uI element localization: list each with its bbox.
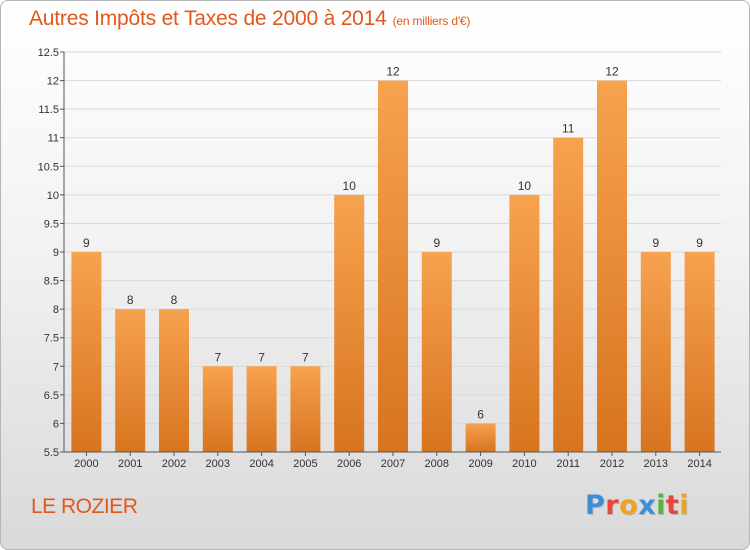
chart-unit-label: (en milliers d'€) (392, 14, 471, 28)
bar (202, 366, 233, 452)
bar (334, 194, 365, 452)
bar (597, 80, 627, 453)
y-tick-label: 9 (53, 247, 59, 259)
x-tick-label: 2012 (600, 458, 624, 470)
bar (290, 366, 321, 452)
bar-value-label: 12 (605, 65, 619, 79)
y-tick-label: 11.5 (38, 104, 59, 116)
bar (246, 366, 277, 452)
y-tick-label: 9.5 (44, 218, 59, 230)
bar (509, 194, 540, 452)
y-tick-label: 10.5 (38, 161, 59, 173)
x-tick-label: 2004 (249, 458, 273, 470)
bar (115, 309, 146, 452)
bar-value-label: 7 (258, 350, 265, 364)
bar-value-label: 10 (518, 179, 532, 193)
x-tick-label: 2013 (644, 458, 668, 470)
x-tick-label: 2007 (381, 458, 405, 470)
x-tick-label: 2006 (337, 458, 361, 470)
logo-letter: t (665, 490, 680, 521)
logo-letter: P (585, 490, 606, 521)
bar-value-label: 10 (343, 179, 357, 193)
bar-value-label: 12 (386, 65, 400, 79)
place-name: LE ROZIER (31, 495, 138, 518)
x-tick-label: 2011 (556, 458, 580, 470)
y-tick-label: 12 (47, 76, 59, 88)
y-tick-label: 7.5 (44, 333, 59, 345)
bar (159, 309, 189, 452)
bar-value-label: 8 (171, 293, 178, 307)
bar (640, 252, 671, 452)
x-tick-label: 2009 (468, 458, 492, 470)
x-tick-label: 2001 (118, 458, 142, 470)
y-axis: 5.5 6 6.5 7 7.5 8 8.5 9 9.5 10 10.5 11 11.5 12 12.5 (38, 47, 65, 459)
x-tick-label: 2008 (425, 458, 449, 470)
y-tick-label: 6.5 (44, 390, 59, 402)
y-tick-label: 8.5 (44, 276, 59, 288)
logo-letter: o (619, 490, 639, 521)
bars: 9 8 8 7 7 7 10 12 9 6 10 11 12 9 9 (71, 65, 715, 453)
bar-value-label: 11 (562, 122, 575, 136)
chart-title-text: Autres Impôts et Taxes de 2000 à 2014 (29, 7, 387, 30)
x-tick-label: 2010 (512, 458, 536, 470)
y-tick-label: 10 (47, 190, 59, 202)
y-tick-label: 5.5 (44, 447, 59, 459)
x-tick-label: 2002 (162, 458, 186, 470)
bar (421, 252, 452, 452)
bar-value-label: 9 (696, 236, 703, 250)
x-tick-label: 2014 (687, 458, 711, 470)
bar (378, 80, 408, 453)
logo-letter: i (656, 490, 666, 521)
bar-value-label: 9 (652, 236, 659, 250)
y-tick-label: 12.5 (38, 47, 59, 59)
bar (71, 252, 102, 452)
bar-value-label: 7 (214, 350, 221, 364)
bar-value-label: 6 (477, 407, 484, 421)
bar-value-label: 8 (127, 293, 134, 307)
chart-title: Autres Impôts et Taxes de 2000 à 2014 (en… (29, 7, 470, 31)
y-tick-label: 7 (53, 361, 59, 373)
bar (553, 137, 584, 452)
y-tick-label: 6 (53, 418, 59, 430)
y-tick-label: 11 (48, 133, 59, 145)
bar-value-label: 9 (433, 236, 440, 250)
x-tick-label: 2003 (206, 458, 230, 470)
x-tick-label: 2000 (74, 458, 98, 470)
logo-letter: r (605, 490, 620, 521)
bar (684, 252, 715, 452)
proxiti-logo: Proxiti (585, 490, 689, 521)
logo-letter: i (679, 490, 690, 521)
bar-value-label: 7 (302, 350, 309, 364)
x-tick-label: 2005 (293, 458, 317, 470)
logo-letter: x (638, 490, 657, 521)
y-tick-label: 8 (53, 304, 59, 316)
x-axis: 2000 2001 2002 2003 2004 2005 2006 2007 2008 2009… (64, 451, 721, 470)
bar (465, 423, 496, 452)
bar-value-label: 9 (83, 236, 90, 250)
